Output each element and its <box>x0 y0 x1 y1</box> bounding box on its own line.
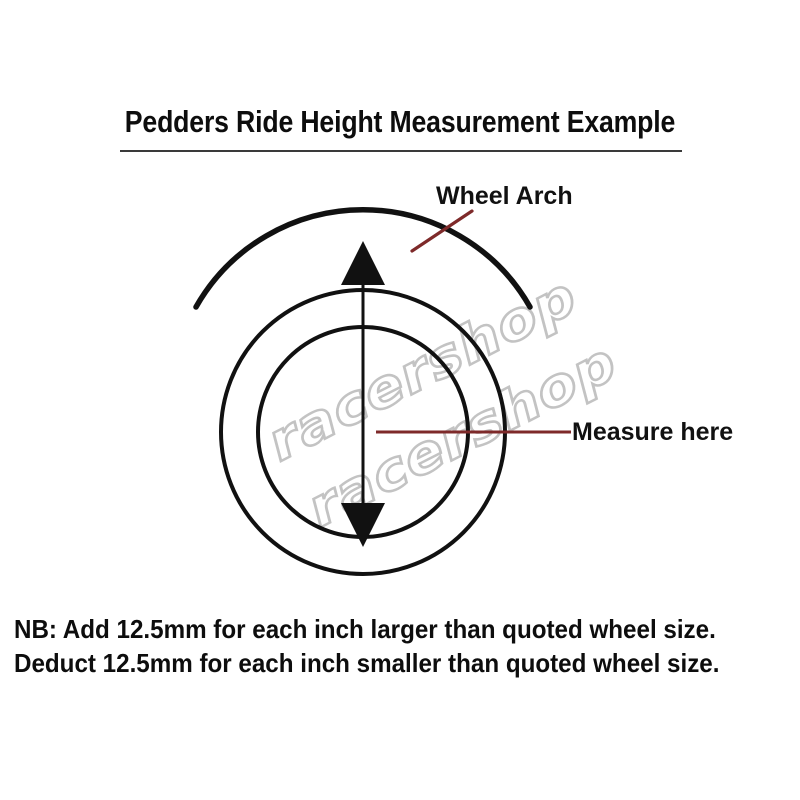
wheel-arch-leader-line <box>410 209 474 253</box>
page-title: Pedders Ride Height Measurement Example <box>124 104 676 139</box>
page-title-block: Pedders Ride Height Measurement Example <box>0 104 800 152</box>
measurement-arrow-head-up <box>341 241 385 285</box>
label-wheel-arch: Wheel Arch <box>436 182 573 210</box>
measurement-arrow-head-down <box>341 503 385 547</box>
footer-note: NB: Add 12.5mm for each inch larger than… <box>14 612 794 680</box>
wheel-arch-arc <box>193 206 533 310</box>
footer-note-line-1: NB: Add 12.5mm for each inch larger than… <box>14 614 716 644</box>
footer-note-line-2: Deduct 12.5mm for each inch smaller than… <box>14 648 720 678</box>
label-measure-here: Measure here <box>572 418 734 446</box>
title-underline-rule <box>120 150 682 152</box>
